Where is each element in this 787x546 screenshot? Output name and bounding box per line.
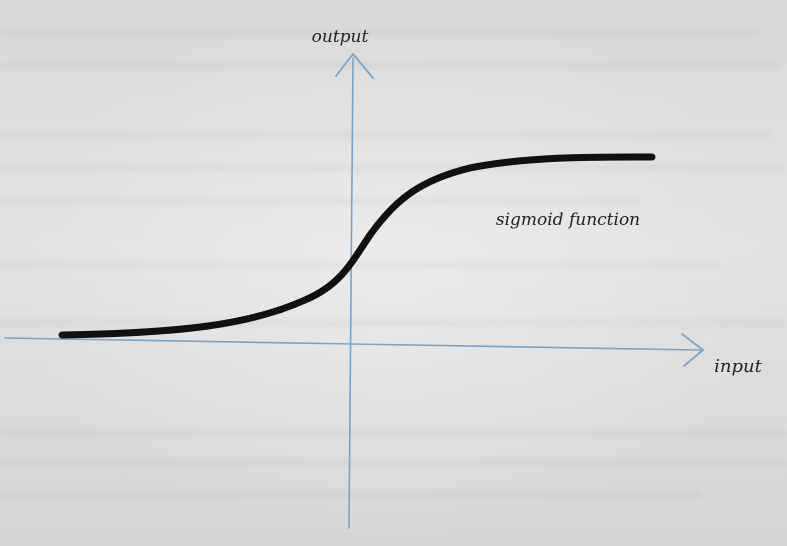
y-axis-label: output: [312, 27, 369, 47]
show-through-text-line: [0, 262, 720, 268]
x-axis: [4, 337, 701, 351]
show-through-text-line: [0, 165, 785, 171]
show-through-text-line: [0, 320, 787, 326]
sigmoid-curve-edge: [63, 153, 651, 334]
show-through-text-line: [0, 460, 787, 466]
y-axis-arrowhead: [335, 53, 374, 79]
show-through-text-line: [0, 198, 640, 204]
show-through-text-line: [0, 30, 760, 36]
show-through-text-line: [0, 62, 780, 68]
x-axis-label: input: [714, 356, 762, 377]
x-axis-arrowhead: [681, 333, 704, 367]
sigmoid-curve: [58, 153, 656, 339]
curve-label: sigmoid function: [496, 210, 640, 230]
show-through-text-line: [0, 430, 787, 436]
show-through-text-line: [0, 132, 770, 138]
y-axis: [348, 57, 354, 529]
